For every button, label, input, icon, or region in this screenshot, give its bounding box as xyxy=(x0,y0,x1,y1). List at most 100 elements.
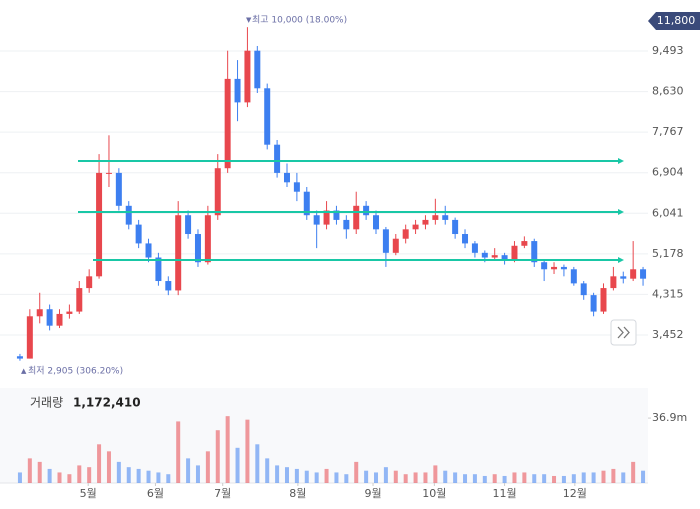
volume-bar xyxy=(522,472,527,483)
candle-body xyxy=(432,215,439,220)
low-arrow: ▲ xyxy=(21,367,27,375)
y-tick-label: 9,493 xyxy=(652,44,684,57)
volume-bar xyxy=(57,472,62,483)
candle-body xyxy=(392,238,399,253)
candle-body xyxy=(244,50,251,103)
button-icon[interactable] xyxy=(617,326,630,339)
candle-body xyxy=(442,215,449,220)
volume-bar xyxy=(492,474,497,483)
x-tick-label: 12월 xyxy=(563,487,587,500)
x-tick-label: 11월 xyxy=(493,487,517,500)
volume-bar xyxy=(245,419,250,483)
y-tick-label: 3,452 xyxy=(652,328,684,341)
candle-body xyxy=(521,241,528,246)
volume-bar xyxy=(512,472,517,483)
volume-bar xyxy=(403,474,408,483)
candle-body xyxy=(323,210,330,225)
y-tick-label: 7,767 xyxy=(652,125,684,138)
candle-body xyxy=(264,88,271,145)
volume-bar xyxy=(27,458,32,483)
volume-bar xyxy=(621,472,626,483)
volume-bar xyxy=(126,467,131,483)
candle-body xyxy=(610,276,617,289)
candle-body xyxy=(46,309,53,326)
volume-bar xyxy=(393,470,398,483)
volume-bar xyxy=(354,461,359,483)
volume-bar xyxy=(47,468,52,483)
candle-body xyxy=(373,215,380,230)
volume-bar xyxy=(146,470,151,483)
candle-body xyxy=(274,144,281,173)
volume-bar xyxy=(116,461,121,483)
high-arrow: ▼ xyxy=(246,16,252,24)
trend-line-arrow xyxy=(618,158,624,165)
candle-body xyxy=(600,288,607,312)
candle-body xyxy=(76,288,83,312)
candle-body xyxy=(343,219,350,230)
candle-body xyxy=(452,219,459,235)
candle-body xyxy=(145,243,152,258)
candle-body xyxy=(26,316,33,359)
volume-bar xyxy=(463,474,468,483)
candle-body xyxy=(333,210,340,220)
x-tick-label: 9월 xyxy=(364,487,381,500)
candle-body xyxy=(402,229,409,239)
volume-bar xyxy=(275,465,280,483)
volume-bar xyxy=(215,430,220,483)
candle-body xyxy=(303,191,310,216)
candle-body xyxy=(313,215,320,225)
x-tick-label: 8월 xyxy=(289,487,306,500)
volume-bar xyxy=(383,467,388,483)
candle-body xyxy=(224,78,231,169)
volume-bar xyxy=(37,461,42,483)
volume-bar xyxy=(156,472,161,483)
candle-body xyxy=(363,205,370,216)
volume-bar xyxy=(205,451,210,483)
volume-bar xyxy=(97,444,102,483)
volume-bar xyxy=(294,468,299,483)
volume-bar xyxy=(591,472,596,483)
volume-bar xyxy=(77,465,82,483)
volume-bar xyxy=(472,474,477,483)
x-tick-label: 10월 xyxy=(422,487,446,500)
low-annotation: 최저 2,905 (306.20%) xyxy=(28,366,123,377)
volume-bar xyxy=(265,458,270,483)
volume-bar xyxy=(482,475,487,483)
candle-body xyxy=(551,266,558,270)
candle-body xyxy=(560,266,567,270)
volume-bar xyxy=(255,444,260,483)
volume-bar xyxy=(304,470,309,483)
volume-bar xyxy=(324,468,329,483)
y-tick-label: 5,178 xyxy=(652,247,684,260)
candle-body xyxy=(471,243,478,253)
volume-bar xyxy=(186,458,191,483)
volume-bar xyxy=(136,468,141,483)
volume-bar xyxy=(542,474,547,483)
volume-bar xyxy=(561,475,566,483)
volume-bar xyxy=(413,472,418,483)
candle-body xyxy=(422,219,429,225)
volume-bar xyxy=(166,474,171,483)
candle-body xyxy=(462,234,469,244)
scroll-right-button[interactable] xyxy=(610,319,637,346)
candle-body xyxy=(501,255,508,260)
volume-bar xyxy=(87,467,92,483)
high-annotation: 최고 10,000 (18.00%) xyxy=(252,15,347,26)
candle-body xyxy=(382,229,389,253)
volume-bar xyxy=(67,474,72,483)
volume-bar xyxy=(314,472,319,483)
candle-body xyxy=(531,241,538,263)
volume-tick-label: 36.9m xyxy=(652,411,687,424)
y-tick-label: 8,630 xyxy=(652,85,684,98)
volume-bar xyxy=(581,472,586,483)
candle-body xyxy=(105,172,112,174)
volume-bar xyxy=(532,474,537,483)
candle-body xyxy=(16,356,23,359)
volume-bar xyxy=(374,472,379,483)
candle-body xyxy=(412,224,419,230)
y-tick-label: 4,315 xyxy=(652,287,684,300)
candle-body xyxy=(580,283,587,296)
trend-line-arrow xyxy=(618,257,624,264)
candle-body xyxy=(165,281,172,291)
candle-body xyxy=(185,215,192,235)
